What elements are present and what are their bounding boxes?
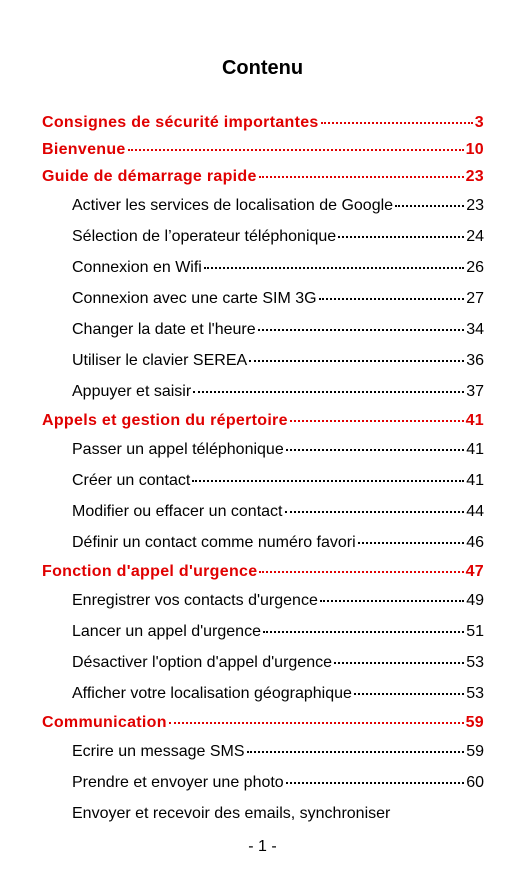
section-title: Bienvenue bbox=[42, 141, 126, 158]
item-page: 44 bbox=[466, 503, 484, 520]
item-page: 49 bbox=[466, 592, 484, 609]
item-page: 53 bbox=[466, 685, 484, 702]
toc: Consignes de sécurité importantes 3 Bienve… bbox=[42, 109, 484, 829]
section-title: Consignes de sécurité importantes bbox=[42, 114, 319, 131]
item-row: Enregistrer vos contacts d'urgence 49 bbox=[72, 585, 484, 616]
item-page: 59 bbox=[466, 743, 484, 760]
item-row: Ecrire un message SMS 59 bbox=[72, 736, 484, 767]
item-row: Sélection de l’operateur téléphonique 24 bbox=[72, 221, 484, 252]
section-title: Guide de démarrage rapide bbox=[42, 168, 257, 185]
item-title: Modifier ou effacer un contact bbox=[72, 503, 283, 520]
item-row: Changer la date et l'heure 34 bbox=[72, 314, 484, 345]
item-row: Afficher votre localisation géographique… bbox=[72, 678, 484, 709]
item-row: Créer un contact 41 bbox=[72, 465, 484, 496]
leader-dots bbox=[249, 360, 465, 362]
item-page: 53 bbox=[466, 654, 484, 671]
leader-dots bbox=[353, 693, 465, 695]
item-title: Définir un contact comme numéro favori bbox=[72, 534, 356, 551]
item-row: Définir un contact comme numéro favori 46 bbox=[72, 527, 484, 558]
section-title: Appels et gestion du répertoire bbox=[42, 412, 288, 429]
item-row: Désactiver l'option d'appel d'urgence 53 bbox=[72, 647, 484, 678]
item-title: Envoyer et recevoir des emails, synchron… bbox=[72, 805, 391, 822]
item-row: Activer les services de localisation de … bbox=[72, 190, 484, 221]
leader-dots bbox=[262, 631, 465, 633]
item-title: Utiliser le clavier SEREA bbox=[72, 352, 248, 369]
item-title: Connexion avec une carte SIM 3G bbox=[72, 290, 317, 307]
leader-dots bbox=[193, 391, 465, 393]
leader-dots bbox=[289, 420, 464, 422]
item-title: Passer un appel téléphonique bbox=[72, 441, 284, 458]
item-page: 46 bbox=[466, 534, 484, 551]
item-title: Enregistrer vos contacts d'urgence bbox=[72, 592, 318, 609]
item-row: Passer un appel téléphonique 41 bbox=[72, 434, 484, 465]
item-page: 26 bbox=[466, 259, 484, 276]
leader-dots bbox=[334, 662, 465, 664]
toc-title: Contenu bbox=[221, 57, 304, 79]
section-title: Fonction d'appel d'urgence bbox=[42, 563, 258, 580]
leader-dots bbox=[258, 176, 464, 178]
item-row: Lancer un appel d'urgence 51 bbox=[72, 616, 484, 647]
item-row: Connexion avec une carte SIM 3G 27 bbox=[72, 283, 484, 314]
leader-dots bbox=[203, 267, 465, 269]
section-page: 59 bbox=[465, 714, 484, 731]
leader-dots bbox=[338, 236, 465, 238]
item-page: 51 bbox=[466, 623, 484, 640]
item-page: 27 bbox=[466, 290, 484, 307]
item-page: 41 bbox=[466, 441, 484, 458]
leader-dots bbox=[259, 571, 464, 573]
item-title: Ecrire un message SMS bbox=[72, 743, 245, 760]
item-page: 24 bbox=[466, 228, 484, 245]
leader-dots bbox=[168, 722, 464, 724]
item-title: Connexion en Wifi bbox=[72, 259, 202, 276]
page-number: - 1 - bbox=[248, 838, 277, 855]
item-row: Prendre et envoyer une photo 60 bbox=[72, 767, 484, 798]
item-page: 34 bbox=[466, 321, 484, 338]
item-title: Prendre et envoyer une photo bbox=[72, 774, 284, 791]
section-row: Guide de démarrage rapide 23 bbox=[42, 163, 484, 190]
leader-dots bbox=[320, 122, 473, 124]
leader-dots bbox=[395, 205, 465, 207]
item-title: Appuyer et saisir bbox=[72, 383, 192, 400]
item-page: 41 bbox=[466, 472, 484, 489]
section-page: 47 bbox=[465, 563, 484, 580]
item-title: Afficher votre localisation géographique bbox=[72, 685, 352, 702]
item-title: Désactiver l'option d'appel d'urgence bbox=[72, 654, 332, 671]
item-page: 37 bbox=[466, 383, 484, 400]
section-row: Communication 59 bbox=[42, 709, 484, 736]
section-row: Consignes de sécurité importantes 3 bbox=[42, 109, 484, 136]
leader-dots bbox=[284, 511, 465, 513]
section-page: 10 bbox=[465, 141, 484, 158]
leader-dots bbox=[319, 600, 465, 602]
leader-dots bbox=[257, 329, 465, 331]
item-row: Utiliser le clavier SEREA 36 bbox=[72, 345, 484, 376]
section-title: Communication bbox=[42, 714, 167, 731]
leader-dots bbox=[285, 782, 465, 784]
item-row: Modifier ou effacer un contact 44 bbox=[72, 496, 484, 527]
item-title: Lancer un appel d'urgence bbox=[72, 623, 261, 640]
leader-dots bbox=[246, 751, 465, 753]
item-title: Changer la date et l'heure bbox=[72, 321, 256, 338]
item-row: Appuyer et saisir 37 bbox=[72, 376, 484, 407]
item-page: 36 bbox=[466, 352, 484, 369]
item-row: Connexion en Wifi 26 bbox=[72, 252, 484, 283]
leader-dots bbox=[127, 149, 464, 151]
section-page: 23 bbox=[465, 168, 484, 185]
item-title: Activer les services de localisation de … bbox=[72, 197, 394, 214]
item-title: Créer un contact bbox=[72, 472, 191, 489]
leader-dots bbox=[192, 480, 465, 482]
section-page: 41 bbox=[465, 412, 484, 429]
leader-dots bbox=[318, 298, 465, 300]
item-title: Sélection de l’operateur téléphonique bbox=[72, 228, 337, 245]
section-page: 3 bbox=[474, 114, 484, 131]
item-page: 60 bbox=[466, 774, 484, 791]
section-row: Appels et gestion du répertoire 41 bbox=[42, 407, 484, 434]
leader-dots bbox=[285, 449, 465, 451]
leader-dots bbox=[357, 542, 465, 544]
section-row: Bienvenue 10 bbox=[42, 136, 484, 163]
item-row: Envoyer et recevoir des emails, synchron… bbox=[72, 798, 484, 829]
section-row: Fonction d'appel d'urgence 47 bbox=[42, 558, 484, 585]
item-page: 23 bbox=[466, 197, 484, 214]
